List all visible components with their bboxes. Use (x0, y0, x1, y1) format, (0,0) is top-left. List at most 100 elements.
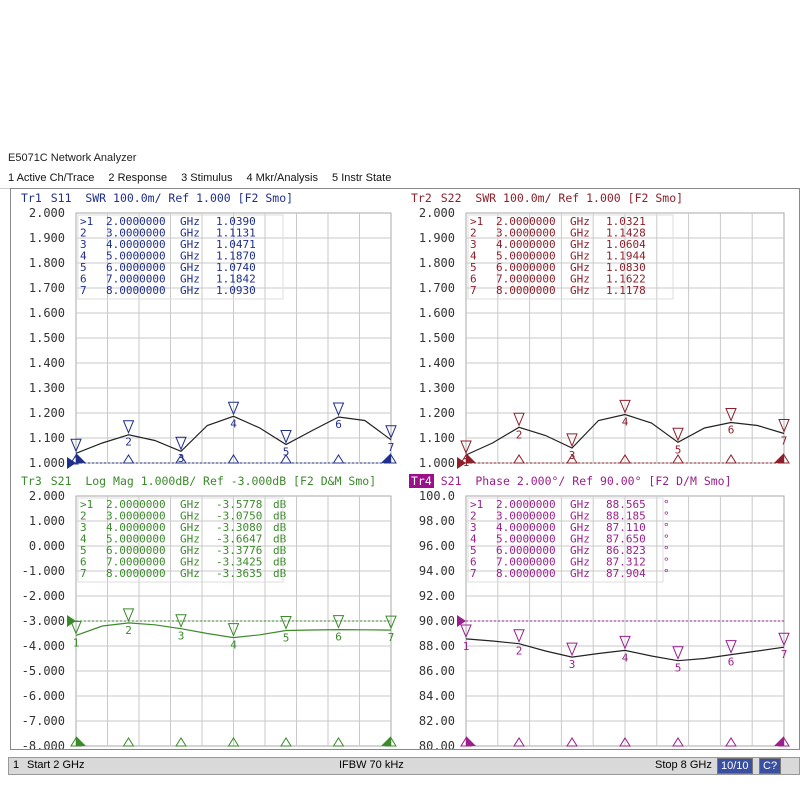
marker-readout-value: 86.823 (606, 544, 646, 557)
measurement-trace (75, 415, 392, 454)
marker-readout-unit-value: ° (663, 567, 670, 580)
marker-readout-value: 1.0604 (606, 238, 646, 251)
marker-readout-id: 5 (470, 544, 477, 557)
marker-readout-freq: 8.0000000 (496, 284, 556, 297)
marker-readout-id: 6 (470, 556, 477, 569)
marker-readout-freq: 6.0000000 (106, 261, 166, 274)
marker-triangle (70, 620, 82, 635)
menu-active-ch-trace[interactable]: 1 Active Ch/Trace (8, 172, 95, 184)
marker-readout-unit: GHz (180, 215, 200, 228)
marker-triangle (385, 425, 397, 440)
trace-tag[interactable]: Tr4 (409, 474, 434, 488)
marker-readout-id: 7 (470, 567, 477, 580)
marker-readout-freq: 7.0000000 (106, 556, 166, 569)
status-ifbw[interactable]: IFBW 70 kHz (339, 759, 404, 771)
marker-readout-freq: 7.0000000 (496, 556, 556, 569)
marker-readout-id: 7 (80, 567, 87, 580)
y-tick-label: 1.300 (419, 381, 455, 395)
menu-response[interactable]: 2 Response (108, 172, 168, 184)
marker-readout-freq: 2.0000000 (496, 498, 556, 511)
marker-triangle (332, 402, 345, 417)
marker-readout-id: 2 (80, 510, 87, 523)
trace-tag[interactable]: Tr1 (21, 191, 42, 205)
marker-readout-freq: 3.0000000 (496, 227, 556, 240)
marker-label: 4 (622, 415, 629, 428)
marker-readout-id: 7 (470, 284, 477, 297)
marker-readout-id: >1 (470, 498, 483, 511)
stimulus-marker (332, 737, 345, 747)
y-tick-label: 96.00 (419, 539, 455, 553)
marker-readout-value: -3.0750 (216, 510, 262, 523)
panel-title-text: S21 Log Mag 1.000dB/ Ref -3.000dB [F2 D&… (50, 474, 377, 488)
marker-label: 7 (388, 631, 395, 644)
measurement-screen: 2.000 1.900 1.800 1.700 1.600 1.500 1.400 1.300… (10, 188, 800, 753)
marker-readout-unit: GHz (180, 544, 200, 557)
marker-label: 2 (125, 436, 132, 449)
marker-readout-unit: GHz (180, 284, 200, 297)
marker-readout-box (77, 497, 284, 583)
marker-readout-unit: GHz (570, 284, 590, 297)
status-start-freq[interactable]: Start 2 GHz (27, 759, 85, 771)
trace-tag[interactable]: Tr2 (411, 191, 432, 205)
menu-mkr-analysis[interactable]: 4 Mkr/Analysis (246, 172, 319, 184)
marker-readout-freq: 8.0000000 (106, 284, 166, 297)
marker-readout-unit: GHz (570, 227, 590, 240)
trace-tag[interactable]: Tr3 (21, 474, 42, 488)
marker-triangle (280, 615, 292, 630)
y-tick-label: 1.200 (419, 406, 455, 420)
marker-readout-id: 2 (80, 227, 87, 240)
marker-readout-value: 87.110 (606, 521, 646, 534)
panel1-title: Tr1 S11 SWR 100.0m/ Ref 1.000 [F2 Smo] (19, 191, 293, 205)
marker-readout-id: 6 (80, 556, 87, 569)
marker-triangle (778, 419, 790, 433)
marker-readout-value: -3.3425 (216, 556, 262, 569)
marker-triangle (725, 640, 737, 654)
stimulus-marker (619, 454, 631, 464)
status-channel[interactable]: 1 (13, 759, 20, 771)
status-stop-freq[interactable]: Stop 8 GHz (655, 759, 712, 771)
marker-readout-freq: 3.0000000 (496, 510, 556, 523)
menubar: 1 Active Ch/Trace 2 Response 3 Stimulus … (0, 168, 800, 189)
marker-readout-id: 7 (80, 284, 87, 297)
y-tick-label: 1.100 (419, 431, 455, 445)
menu-stimulus[interactable]: 3 Stimulus (181, 172, 233, 184)
marker-readout-freq: 4.0000000 (106, 238, 166, 251)
y-tick-label: 80.00 (419, 739, 455, 749)
stimulus-marker (227, 454, 240, 464)
marker-triangle (175, 436, 187, 451)
stimulus-marker (122, 454, 135, 464)
y-tick-label: 2.000 (419, 206, 455, 220)
marker-label: 5 (283, 446, 290, 459)
panel3-title: Tr3 S21 Log Mag 1.000dB/ Ref -3.000dB [F… (19, 474, 376, 488)
marker-label: 5 (675, 443, 682, 456)
y-tick-label: 92.00 (419, 589, 455, 603)
marker-readout-freq: 5.0000000 (496, 533, 556, 546)
status-bar: 1 Start 2 GHz IFBW 70 kHz Stop 8 GHz 10/… (8, 757, 800, 775)
stimulus-marker (280, 737, 292, 747)
marker-label: 6 (335, 631, 342, 644)
marker-readout-id: 3 (80, 238, 87, 251)
y-tick-label: 1.500 (419, 331, 455, 345)
y-tick-label: -4.000 (22, 639, 65, 653)
marker-readout-value: 1.1944 (606, 250, 646, 263)
marker-triangle (725, 407, 737, 422)
panel-title-text: S11 SWR 100.0m/ Ref 1.000 [F2 Smo] (50, 191, 294, 205)
marker-triangle (566, 433, 578, 448)
marker-label: 3 (178, 452, 185, 465)
marker-readout-id: 4 (470, 250, 477, 263)
marker-readout-value: -3.5778 (216, 498, 262, 511)
marker-readout-unit-value: dB (273, 567, 287, 580)
menu-instr-state[interactable]: 5 Instr State (332, 172, 392, 184)
marker-readout-value: 87.312 (606, 556, 646, 569)
y-tick-label: 90.00 (419, 614, 455, 628)
y-tick-label: 1.000 (29, 514, 65, 528)
sweep-stop-marker (381, 736, 391, 746)
stimulus-marker (619, 737, 631, 747)
marker-triangle (778, 632, 790, 647)
marker-readout-freq: 6.0000000 (496, 261, 556, 274)
marker-readout-freq: 8.0000000 (496, 567, 556, 580)
y-tick-label: -8.000 (22, 739, 65, 749)
stimulus-marker (332, 454, 345, 464)
marker-label: 1 (73, 636, 80, 649)
stimulus-marker (280, 454, 292, 464)
